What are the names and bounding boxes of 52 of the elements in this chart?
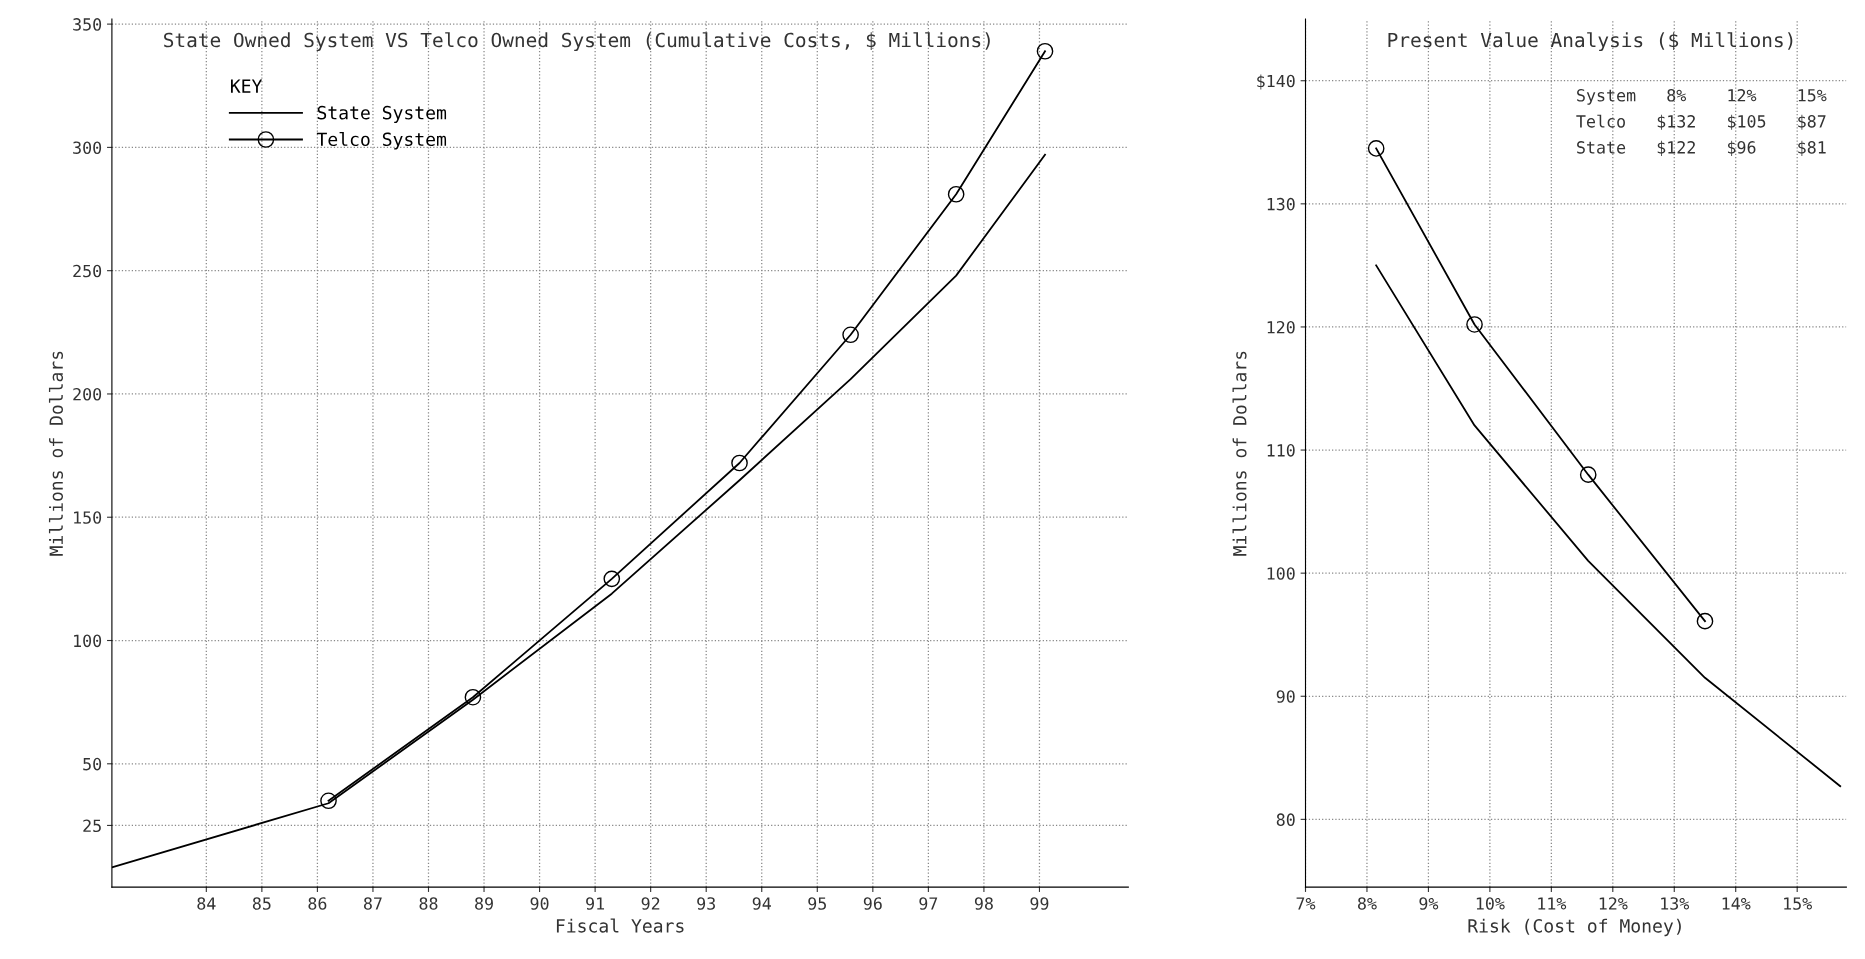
x-tick-label: 85: [252, 897, 271, 910]
x-tick-label: 94: [752, 897, 771, 910]
text: State Owned System VS Telco Owned System (Cumulative Costs, $ Millions): [164, 32, 990, 52]
annotation: Telco $132 $105 $87: [1576, 114, 1826, 130]
text: Present Value Analysis ($ Millions): [1388, 32, 1793, 52]
y-tick-label: 100: [1267, 567, 1295, 580]
x-tick-label: 98: [974, 897, 993, 910]
y-tick-label: 50: [83, 757, 102, 771]
x-tick-label: 11%: [1538, 897, 1567, 910]
legend-label: Telco System: [316, 132, 447, 150]
x-tick-label: 95: [808, 897, 826, 910]
y-axis-title: Millions of Dollars: [1232, 351, 1247, 556]
y-tick-label: 130: [1267, 197, 1295, 211]
x-tick-label: 8%: [1357, 897, 1377, 910]
legend-label: State System: [317, 105, 447, 123]
legend-title: KEY: [231, 79, 263, 93]
x-tick-label: 91: [586, 897, 605, 910]
y-tick-label: 120: [1267, 320, 1295, 334]
y-tick-label: 250: [73, 264, 102, 278]
x-tick-label: 84: [197, 897, 216, 910]
x-tick-label: 86: [308, 897, 327, 910]
x-tick-label: 97: [919, 897, 938, 910]
x-tick-label: 92: [641, 897, 660, 910]
y-tick-label: 150: [74, 511, 102, 524]
x-tick-label: 7%: [1296, 897, 1316, 910]
x-tick-label: 96: [863, 897, 882, 910]
x-tick-label: 13%: [1661, 897, 1690, 910]
x-tick-label: 99: [1030, 897, 1049, 910]
x-tick-label: 12%: [1599, 897, 1628, 910]
x-axis-title: Risk (Cost of Money): [1468, 918, 1681, 937]
y-tick-label: 100: [74, 634, 102, 648]
x-tick-label: 15%: [1784, 897, 1812, 910]
y-tick-label: 350: [73, 18, 102, 31]
annotation: State $122 $96 $81: [1577, 140, 1826, 156]
x-tick-label: 90: [530, 897, 549, 910]
x-tick-label: 88: [419, 897, 438, 910]
y-tick-label: $140: [1257, 74, 1295, 90]
y-tick-label: 25: [83, 819, 101, 833]
y-tick-label: 300: [73, 141, 102, 155]
x-tick-label: 14%: [1722, 897, 1751, 910]
x-tick-label: 9%: [1419, 897, 1439, 910]
x-axis-title: Fiscal Years: [556, 918, 684, 933]
annotation: System 8% 12% 15%: [1577, 88, 1827, 105]
x-tick-label: 93: [697, 897, 715, 910]
y-axis-title: Millions of Dollars: [48, 351, 64, 556]
x-tick-label: 10%: [1476, 897, 1505, 910]
y-tick-label: 200: [73, 387, 102, 401]
y-tick-label: 110: [1267, 444, 1295, 457]
y-tick-label: 80: [1276, 813, 1295, 826]
x-tick-label: 87: [363, 897, 382, 910]
y-tick-label: 90: [1276, 690, 1295, 703]
x-tick-label: 89: [475, 897, 493, 910]
